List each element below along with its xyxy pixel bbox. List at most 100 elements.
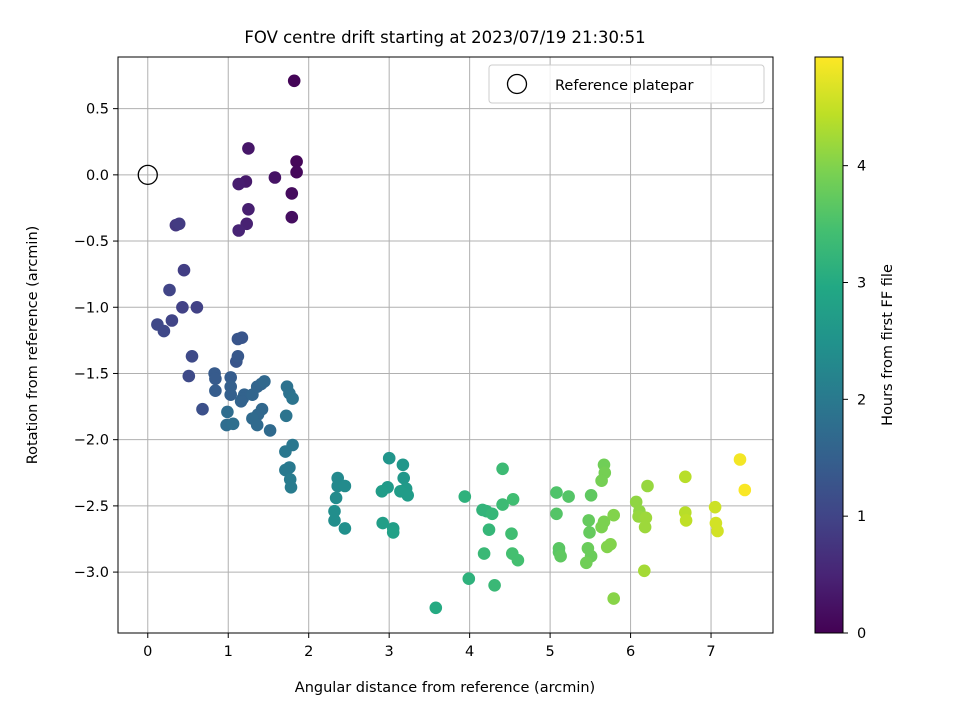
colorbar-ticks: 0 1 2 3 4 <box>843 159 866 642</box>
data-point <box>386 526 400 539</box>
data-point <box>328 514 341 527</box>
data-point <box>279 463 292 477</box>
y-tick-label: 0.0 <box>86 168 109 184</box>
data-point <box>641 479 654 493</box>
data-point <box>679 514 693 527</box>
data-point <box>679 470 692 484</box>
data-point <box>488 579 501 592</box>
colorbar: 0 1 2 3 4 Hours from first FF file <box>814 56 896 642</box>
y-tick-label: −3.0 <box>74 565 109 581</box>
data-point <box>511 553 525 567</box>
data-point <box>562 490 575 503</box>
data-point <box>711 524 724 538</box>
y-axis-ticks: 0.5 0.0 −0.5 −1.0 −1.5 −2.0 −2.5 −3.0 <box>74 102 118 581</box>
data-point <box>638 520 652 534</box>
x-axis-label: Angular distance from reference (arcmin) <box>295 680 595 696</box>
data-points <box>151 74 752 615</box>
data-point <box>582 514 595 527</box>
data-point <box>382 451 396 465</box>
data-point <box>182 369 196 383</box>
data-point <box>738 483 752 497</box>
data-point <box>285 210 299 224</box>
y-tick-label: −1.5 <box>74 366 109 382</box>
data-point <box>607 508 620 522</box>
colorbar-tick-label: 0 <box>857 626 866 642</box>
colorbar-label: Hours from first FF file <box>880 264 896 426</box>
y-tick-label: −2.0 <box>74 433 109 449</box>
colorbar-gradient <box>815 57 843 633</box>
data-point <box>485 507 499 521</box>
x-tick-label: 0 <box>143 644 152 660</box>
data-point <box>607 592 620 605</box>
x-tick-label: 5 <box>545 644 554 660</box>
data-point <box>638 564 651 578</box>
y-tick-label: −0.5 <box>74 234 109 250</box>
data-point <box>329 491 343 505</box>
legend: Reference platepar <box>488 64 765 104</box>
data-point <box>429 601 443 615</box>
colorbar-tick-label: 3 <box>857 275 866 291</box>
legend-entry-label: Reference platepar <box>555 78 693 94</box>
data-point <box>234 395 248 408</box>
data-point <box>396 458 410 472</box>
x-tick-label: 1 <box>224 644 233 660</box>
y-tick-label: −1.0 <box>74 300 109 316</box>
data-point <box>401 489 415 502</box>
data-point <box>232 177 245 191</box>
colorbar-frame <box>814 56 844 634</box>
y-tick-label: −2.5 <box>74 499 109 515</box>
data-point <box>172 217 186 231</box>
data-point <box>226 417 240 431</box>
data-point <box>458 490 472 503</box>
data-point <box>595 520 608 534</box>
reference-platepar-marker <box>137 164 158 185</box>
plot-area <box>117 56 774 634</box>
y-tick-label: 0.5 <box>86 102 109 118</box>
data-point <box>209 384 222 398</box>
data-point <box>176 301 189 314</box>
data-point <box>157 324 171 338</box>
data-point <box>639 511 653 525</box>
data-point <box>733 453 747 466</box>
data-point <box>279 445 292 458</box>
data-point <box>584 489 598 502</box>
data-point <box>196 402 209 416</box>
data-point <box>285 187 299 200</box>
data-point <box>224 388 237 402</box>
colorbar-tick-label: 2 <box>857 392 866 408</box>
data-point <box>263 424 277 437</box>
data-point <box>290 155 303 168</box>
plot-background <box>118 57 773 633</box>
data-point <box>221 405 234 419</box>
data-point <box>258 375 271 388</box>
legend-open-circle-icon <box>506 73 528 95</box>
data-point <box>580 556 593 570</box>
data-point <box>232 224 245 237</box>
data-point <box>224 371 237 384</box>
data-point <box>235 331 249 345</box>
grid-lines <box>118 57 773 633</box>
colorbar-tick-label: 1 <box>857 509 866 525</box>
data-point <box>595 474 608 488</box>
data-point <box>708 500 722 514</box>
data-point <box>165 314 179 327</box>
data-point <box>550 507 563 521</box>
data-point <box>482 523 496 536</box>
data-point <box>328 504 341 518</box>
data-point <box>177 263 191 277</box>
data-point <box>209 372 222 386</box>
x-axis-ticks: 0 1 2 3 4 5 6 7 <box>143 633 716 660</box>
data-point <box>583 526 596 539</box>
x-tick-label: 2 <box>304 644 313 660</box>
data-point <box>290 165 303 179</box>
data-point <box>231 350 245 363</box>
data-point <box>286 392 299 405</box>
data-point <box>554 549 567 563</box>
legend-box <box>488 64 765 104</box>
data-point <box>185 350 199 363</box>
data-point <box>268 171 282 184</box>
data-point <box>338 479 352 493</box>
data-point <box>163 283 176 297</box>
data-point <box>190 301 204 314</box>
